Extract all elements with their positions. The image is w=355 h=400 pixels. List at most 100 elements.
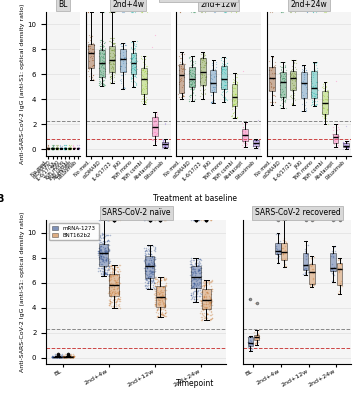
Point xyxy=(132,66,138,73)
Point xyxy=(282,97,288,103)
Point xyxy=(46,145,52,151)
Point xyxy=(157,299,163,306)
Point xyxy=(56,354,62,360)
Point xyxy=(70,146,76,152)
Point xyxy=(186,54,192,61)
Point xyxy=(49,145,55,151)
Point xyxy=(334,133,339,140)
Point xyxy=(53,145,59,152)
Point xyxy=(193,286,199,293)
Point xyxy=(112,296,118,302)
Point xyxy=(72,145,77,152)
Point xyxy=(44,146,50,152)
Point xyxy=(154,276,159,282)
Point xyxy=(163,283,169,289)
Point xyxy=(61,354,67,360)
Point xyxy=(46,144,51,151)
Point xyxy=(189,271,195,277)
Point xyxy=(229,93,235,100)
Point xyxy=(114,278,120,285)
Point xyxy=(140,91,146,97)
Point xyxy=(110,286,115,292)
Point xyxy=(163,304,168,310)
Point xyxy=(201,82,207,89)
Point xyxy=(201,315,207,322)
Point xyxy=(146,285,151,291)
Point xyxy=(201,292,207,299)
Point xyxy=(100,46,106,52)
Point xyxy=(104,242,110,248)
Point xyxy=(71,146,77,152)
Point xyxy=(49,145,54,152)
Point xyxy=(241,127,246,133)
Point xyxy=(200,63,206,70)
Point xyxy=(186,68,192,74)
Point xyxy=(116,296,122,302)
Point xyxy=(112,264,118,270)
Point xyxy=(153,131,159,137)
Point xyxy=(222,95,228,101)
Point xyxy=(65,145,71,152)
Point xyxy=(140,98,146,104)
Point xyxy=(189,266,195,272)
Point xyxy=(222,99,227,105)
Point xyxy=(100,254,105,260)
Point xyxy=(54,145,60,151)
Point xyxy=(190,289,196,296)
Point xyxy=(281,74,286,81)
Point xyxy=(98,270,104,276)
Point xyxy=(187,69,192,76)
Point xyxy=(75,145,81,151)
Point xyxy=(154,115,159,122)
Point xyxy=(102,271,108,277)
Point xyxy=(178,75,184,82)
Point xyxy=(218,55,224,61)
Point xyxy=(335,144,340,150)
Point xyxy=(129,38,135,45)
Point xyxy=(102,269,108,275)
Point xyxy=(123,60,129,66)
Point xyxy=(329,248,335,254)
Point xyxy=(105,268,110,275)
Point xyxy=(308,74,314,80)
Point xyxy=(102,270,108,277)
Point xyxy=(312,67,318,73)
Point xyxy=(208,300,214,306)
Point xyxy=(152,268,158,274)
Point xyxy=(143,56,148,62)
Point xyxy=(198,302,204,308)
Point xyxy=(106,284,112,290)
Point xyxy=(212,70,218,76)
Point xyxy=(98,51,103,57)
Point xyxy=(102,267,108,273)
Point xyxy=(190,70,196,76)
Point xyxy=(203,217,208,224)
Point xyxy=(272,70,278,76)
Point xyxy=(157,281,163,288)
Point xyxy=(304,238,309,244)
Point xyxy=(203,289,209,296)
Point xyxy=(63,145,69,152)
Point xyxy=(97,80,103,87)
Point xyxy=(224,86,230,92)
Point xyxy=(110,50,116,56)
Point xyxy=(130,84,136,90)
Point xyxy=(191,290,196,296)
Point xyxy=(49,145,55,151)
Point xyxy=(209,99,214,105)
Point xyxy=(69,354,75,360)
Point xyxy=(230,80,236,87)
Point xyxy=(54,146,60,152)
Point xyxy=(151,280,157,286)
Point xyxy=(331,254,336,260)
Point xyxy=(140,66,145,73)
Point xyxy=(66,353,72,360)
Point xyxy=(198,71,204,77)
Point xyxy=(229,112,234,119)
Point xyxy=(129,74,135,81)
Point xyxy=(99,72,105,78)
Point xyxy=(64,145,69,152)
Point xyxy=(112,263,118,269)
Point xyxy=(111,35,117,42)
Point xyxy=(283,64,288,70)
